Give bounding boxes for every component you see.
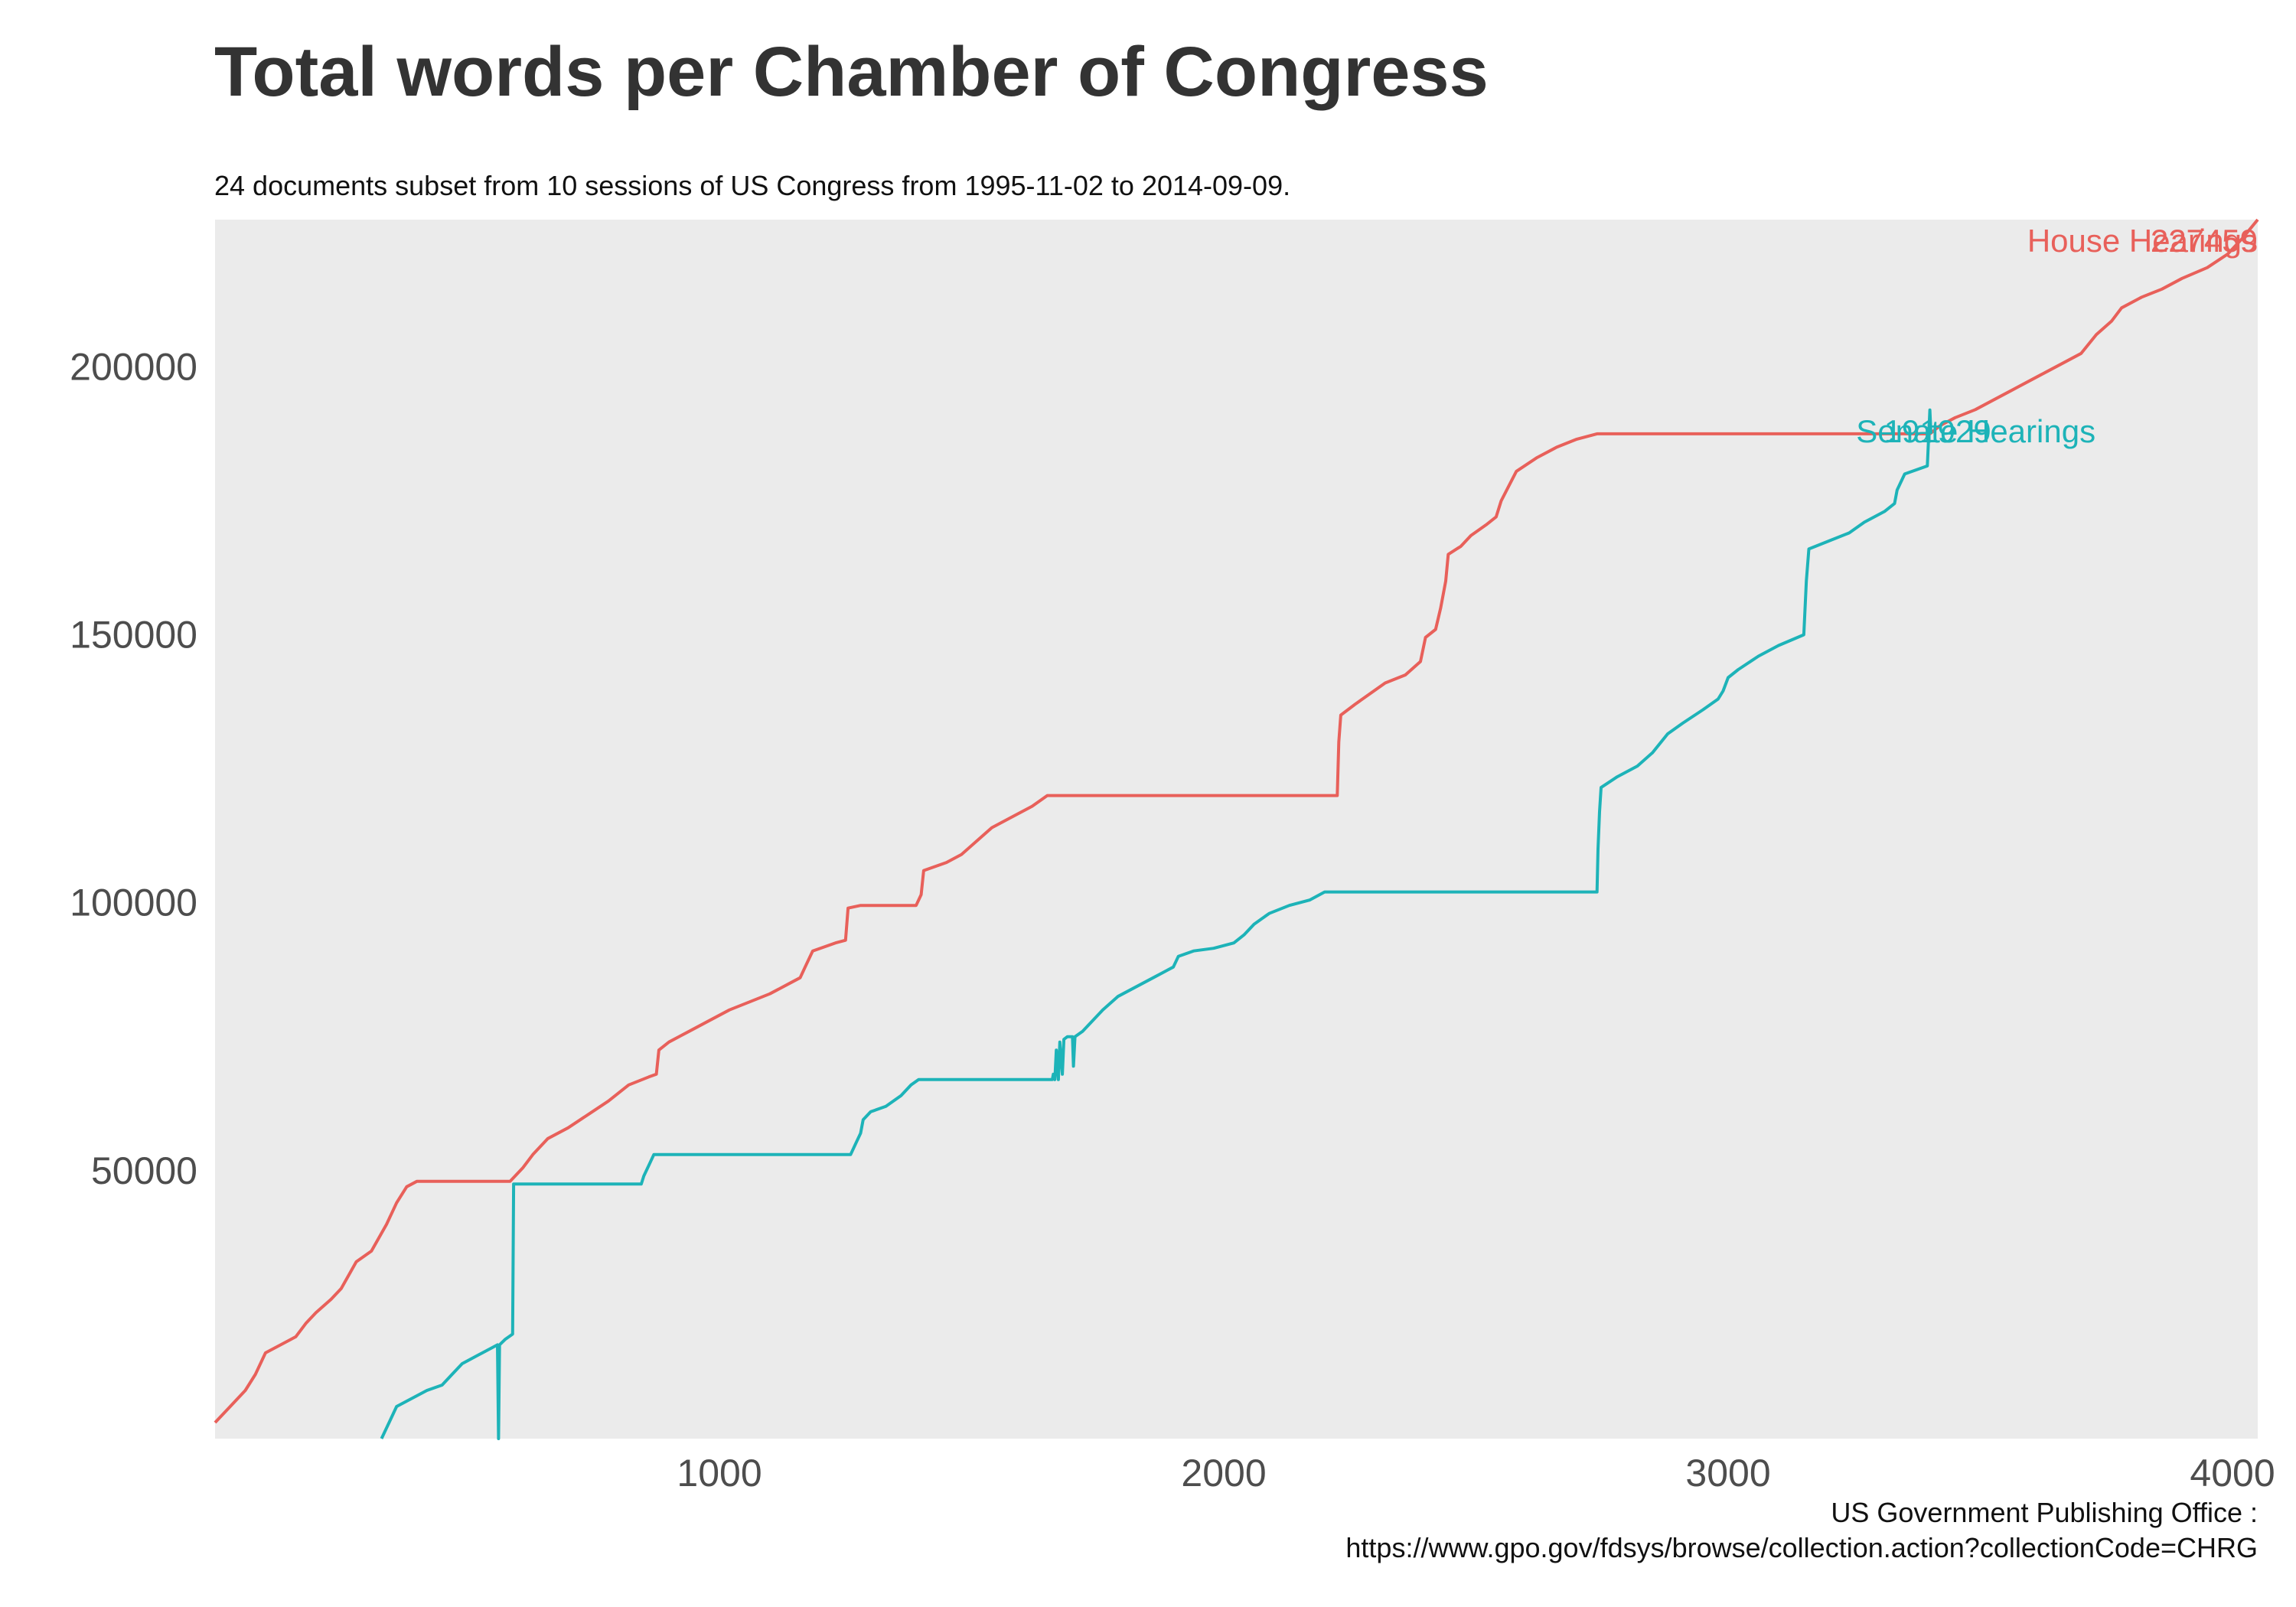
x-tick-label: 4000 (2190, 1452, 2275, 1495)
y-tick-label: 100000 (70, 882, 197, 924)
series-layer (214, 218, 2259, 1440)
series-line-house-hearings (214, 218, 2259, 1424)
chart-title: Total words per Chamber of Congress (214, 33, 1489, 111)
y-tick-labels: 50000 100000 150000 200000 (70, 345, 197, 1192)
series-name-label-senate-hearings: Senate Hearings (1856, 413, 2095, 449)
source-caption: US Government Publishing Office : https:… (1345, 1495, 2258, 1566)
x-tick-label: 3000 (1685, 1452, 1770, 1495)
series-name-label-house-hearings: House Hearings (2027, 223, 2258, 259)
series-end-value-label-house-hearings: 227459 (2151, 223, 2258, 259)
series-end-value-label-senate-hearings: 191929 (1884, 413, 1991, 449)
series-line-senate-hearings (380, 408, 1932, 1440)
caption-line-1: US Government Publishing Office : (1831, 1497, 2258, 1528)
plot-panel (215, 220, 2258, 1439)
caption-line-2: https://www.gpo.gov/fdsys/browse/collect… (1345, 1532, 2258, 1563)
y-tick-label: 50000 (91, 1149, 197, 1192)
chart-subtitle: 24 documents subset from 10 sessions of … (214, 170, 1291, 201)
y-tick-label: 200000 (70, 345, 197, 388)
y-tick-label: 150000 (70, 613, 197, 656)
x-tick-labels: 1000 2000 3000 4000 (677, 1452, 2275, 1495)
x-tick-label: 1000 (677, 1452, 762, 1495)
x-tick-label: 2000 (1181, 1452, 1266, 1495)
